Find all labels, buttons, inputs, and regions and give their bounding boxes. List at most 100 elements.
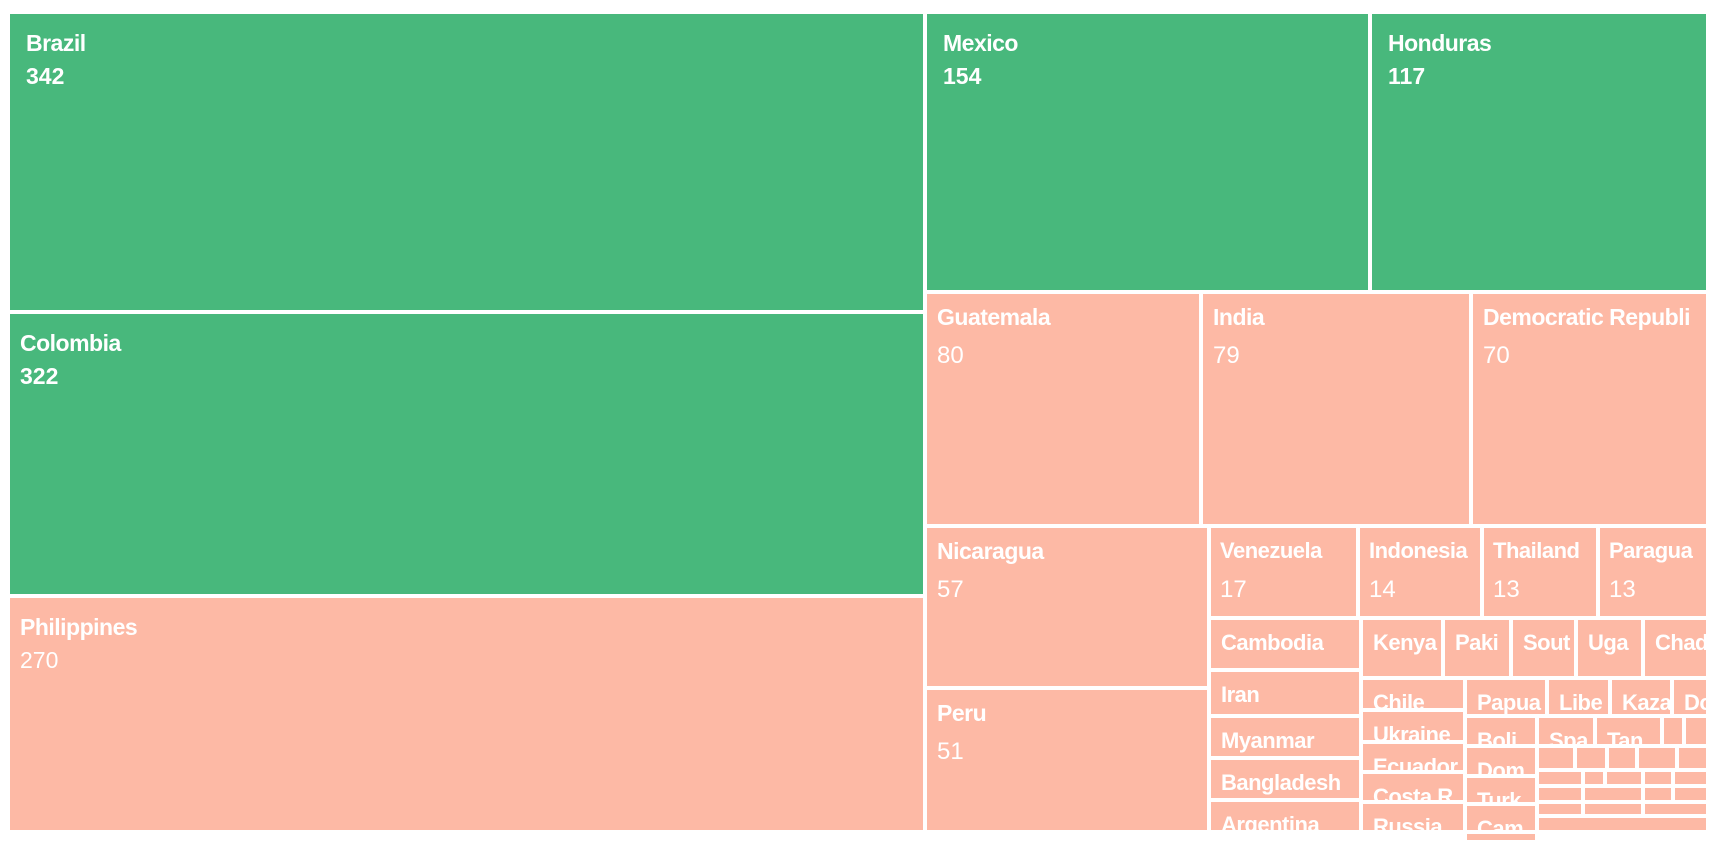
treemap-cell — [1537, 816, 1708, 832]
treemap-cell — [1662, 716, 1684, 746]
treemap-cell — [1677, 746, 1708, 770]
cell-label: Do — [1684, 690, 1706, 715]
cell-label: Chad — [1655, 630, 1708, 655]
cell-label: Bangladesh — [1221, 770, 1341, 795]
treemap-cell — [1605, 770, 1643, 786]
treemap-cell: Brazil 342 — [8, 12, 925, 312]
cell-label: Philippines — [20, 614, 138, 640]
treemap-cell: Russia — [1361, 802, 1465, 832]
cell-label: Ecuador — [1373, 754, 1458, 772]
treemap-cell: Philippines 270 — [8, 596, 925, 832]
cell-label: Nicaragua — [937, 538, 1044, 564]
treemap-cell: Turk — [1465, 776, 1537, 804]
treemap-cell: Nicaragua 57 — [925, 526, 1209, 688]
treemap-cell: Indonesia 14 — [1358, 526, 1482, 618]
treemap-cell: Ecuador — [1361, 742, 1465, 772]
treemap-cell: Kaza — [1610, 678, 1672, 716]
cell-value: 13 — [1493, 576, 1520, 603]
treemap-cell: Do — [1672, 678, 1708, 716]
cell-label: India — [1213, 304, 1265, 330]
cell-label: Costa R — [1373, 784, 1453, 802]
cell-label: Cam — [1477, 816, 1524, 832]
cell-label: Mexico — [943, 30, 1018, 56]
treemap-cell — [1643, 786, 1673, 802]
treemap-cell: Burk — [1465, 832, 1537, 842]
treemap-cell — [1583, 786, 1643, 802]
treemap-cell: Thailand 13 — [1482, 526, 1598, 618]
treemap-cell: Kenya — [1361, 618, 1443, 678]
treemap-cell: Ukraine — [1361, 710, 1465, 742]
treemap-cell: Uga — [1576, 618, 1643, 678]
cell-label: Tan — [1607, 728, 1643, 746]
cell-value: 13 — [1609, 576, 1636, 603]
cell-value: 51 — [937, 738, 964, 765]
treemap-cell — [1607, 746, 1637, 770]
cell-label: Kenya — [1373, 630, 1437, 655]
treemap-cell: Dom — [1465, 746, 1537, 776]
treemap-cell: Papua — [1465, 678, 1547, 716]
cell-value: 270 — [20, 647, 59, 673]
treemap-cell: Libe — [1547, 678, 1610, 716]
cell-label: Boli — [1477, 728, 1517, 746]
treemap-cell: Guatemala 80 — [925, 292, 1201, 526]
cell-label: Argentina — [1221, 812, 1320, 832]
cell-label: Thailand — [1493, 538, 1580, 563]
cell-label: Peru — [937, 700, 987, 726]
treemap-cell: Sout — [1511, 618, 1576, 678]
treemap-cell: Myanmar — [1209, 716, 1361, 758]
treemap-cell: Chile — [1361, 678, 1465, 710]
cell-label: Paki — [1455, 630, 1499, 655]
cell-value: 80 — [937, 342, 964, 369]
cell-label: Ukraine — [1373, 722, 1451, 742]
treemap-cell: Paragua 13 — [1598, 526, 1708, 618]
treemap-cell — [1684, 716, 1708, 746]
cell-value: 70 — [1483, 342, 1510, 369]
cell-label: Cambodia — [1221, 630, 1324, 655]
treemap-cell: Iran — [1209, 670, 1361, 716]
cell-value: 57 — [937, 576, 964, 603]
treemap-cell — [1537, 770, 1583, 786]
treemap-cell: Colombia 322 — [8, 312, 925, 596]
cell-label: Sout — [1523, 630, 1570, 655]
treemap-cell — [1637, 746, 1677, 770]
cell-value: 117 — [1388, 63, 1426, 89]
cell-value: 14 — [1369, 576, 1396, 603]
cell-label: Papua — [1477, 690, 1541, 715]
cell-value: 322 — [20, 363, 59, 389]
treemap-cell: Cambodia — [1209, 618, 1361, 670]
treemap-cell — [1537, 746, 1575, 770]
treemap-cell — [1673, 786, 1708, 802]
treemap-cell — [1575, 746, 1607, 770]
cell-label: Indonesia — [1369, 538, 1468, 563]
cell-value: 342 — [26, 63, 65, 89]
cell-label: Dom — [1477, 758, 1525, 776]
treemap-cell: Bangladesh — [1209, 758, 1361, 800]
treemap-cell: Honduras 117 — [1370, 12, 1708, 292]
cell-label: Chile — [1373, 690, 1425, 710]
treemap-cell: Paki — [1443, 618, 1511, 678]
cell-value: 79 — [1213, 342, 1240, 369]
treemap-cell: Boli — [1465, 716, 1537, 746]
cell-label: Libe — [1559, 690, 1603, 715]
treemap-cell — [1583, 802, 1643, 816]
cell-label: Spa — [1549, 728, 1588, 746]
treemap-cell — [1537, 786, 1583, 802]
cell-label: Democratic Republi — [1483, 304, 1691, 330]
cell-label: Paragua — [1609, 538, 1693, 563]
treemap-cell: Cam — [1465, 804, 1537, 832]
cell-label: Colombia — [20, 330, 121, 356]
treemap-cell: Peru 51 — [925, 688, 1209, 832]
treemap-cell: Democratic Republi 70 — [1471, 292, 1708, 526]
cell-label: Honduras — [1388, 30, 1492, 56]
cell-label: Myanmar — [1221, 728, 1315, 753]
treemap-cell — [1583, 770, 1605, 786]
treemap-cell — [1537, 802, 1583, 816]
treemap-cell: Spa — [1537, 716, 1595, 746]
treemap-cell: Tan — [1595, 716, 1662, 746]
cell-label: Uga — [1588, 630, 1629, 655]
treemap-cell — [1673, 770, 1708, 786]
cell-label: Guatemala — [937, 304, 1051, 330]
treemap-cell: Argentina — [1209, 800, 1361, 832]
treemap-cell — [1643, 802, 1708, 816]
